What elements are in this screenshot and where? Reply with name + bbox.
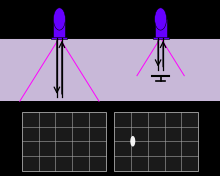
Bar — [0, 38, 220, 101]
Bar — [51, 37, 67, 39]
Bar — [153, 37, 169, 39]
Bar — [155, 19, 167, 38]
Ellipse shape — [155, 8, 167, 30]
Bar — [114, 112, 198, 171]
Bar — [22, 112, 106, 171]
Ellipse shape — [130, 136, 135, 147]
Ellipse shape — [53, 8, 65, 30]
Bar — [53, 19, 65, 38]
